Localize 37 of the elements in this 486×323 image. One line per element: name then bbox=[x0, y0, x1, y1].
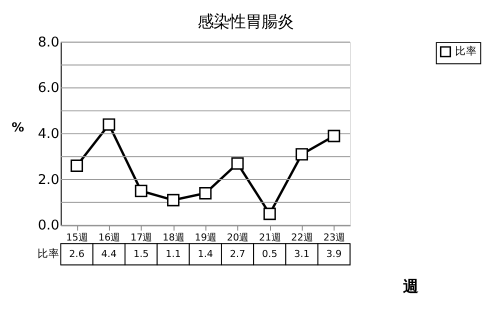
chart-title: 感染性胃腸炎 bbox=[198, 12, 294, 32]
y-tick-label: 2.0 bbox=[38, 172, 60, 188]
point bbox=[231, 157, 244, 170]
data-label: 3.9 bbox=[326, 249, 342, 260]
legend-label: 比率 bbox=[455, 44, 478, 58]
x-axis-title: 週 bbox=[402, 277, 420, 296]
x-tick-label: 19週 bbox=[194, 232, 217, 244]
y-tick-label: 4.0 bbox=[38, 126, 60, 142]
x-tick-label: 21週 bbox=[259, 232, 282, 244]
y-tick-label: 0.0 bbox=[38, 218, 60, 234]
point bbox=[134, 184, 148, 198]
data-label: 1.1 bbox=[166, 249, 181, 260]
x-tick-label: 22週 bbox=[291, 232, 314, 244]
y-tick-label: 6.0 bbox=[38, 80, 60, 96]
x-tick-label: 16週 bbox=[98, 232, 121, 244]
point bbox=[102, 118, 116, 131]
data-label: 1.4 bbox=[198, 249, 214, 260]
point bbox=[199, 187, 212, 200]
point bbox=[167, 194, 180, 206]
x-tick-label: 15週 bbox=[66, 232, 88, 244]
data-label: 3.1 bbox=[294, 249, 310, 260]
point bbox=[328, 130, 340, 142]
x-tick-label: 20週 bbox=[226, 232, 250, 244]
data-label: 2.6 bbox=[69, 249, 84, 260]
data-label: 4.4 bbox=[101, 249, 117, 260]
point bbox=[296, 148, 308, 161]
y-axis-title: % bbox=[12, 119, 25, 134]
x-tick-label: 18週 bbox=[162, 232, 185, 244]
data-label: 1.5 bbox=[133, 249, 149, 260]
x-tick-label: 17週 bbox=[130, 232, 153, 244]
data-label: 0.5 bbox=[262, 249, 278, 260]
point bbox=[70, 160, 84, 172]
y-tick-label: 8.0 bbox=[38, 34, 60, 50]
point bbox=[263, 208, 276, 220]
text: 比率 bbox=[37, 248, 60, 260]
data-label: 2.7 bbox=[230, 249, 246, 260]
x-tick-label: 23週 bbox=[323, 232, 346, 244]
